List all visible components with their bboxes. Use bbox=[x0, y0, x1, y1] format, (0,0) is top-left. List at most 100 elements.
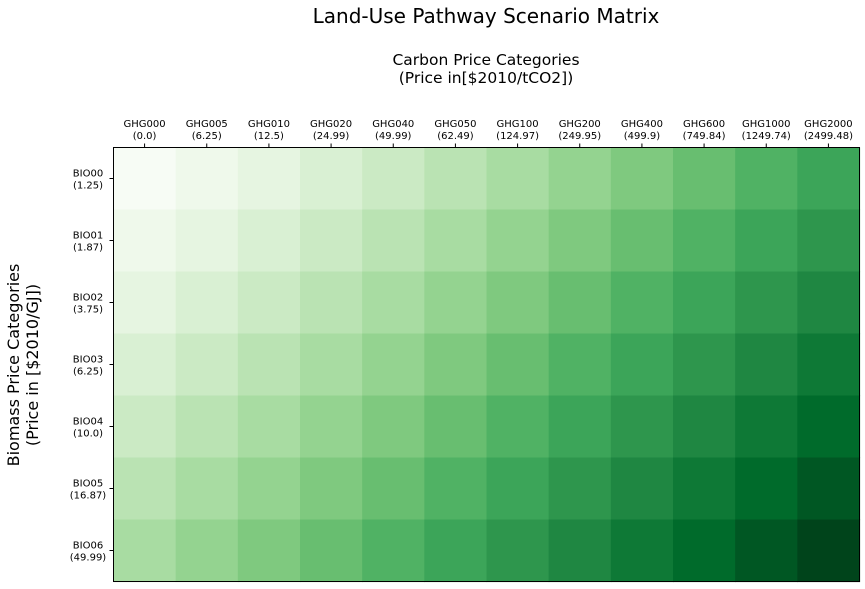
x-tick-label-name: GHG050 bbox=[434, 119, 476, 130]
x-tick-label-value: (12.5) bbox=[254, 131, 284, 142]
heatmap-cell-BIO05-GHG400 bbox=[610, 457, 674, 521]
x-tick-label-name: GHG040 bbox=[372, 119, 414, 130]
heatmap-cell-BIO04-GHG005 bbox=[175, 395, 239, 459]
x-tick-label-value: (24.99) bbox=[313, 131, 350, 142]
heatmap-cell-BIO05-GHG020 bbox=[300, 457, 363, 521]
x-tick-label-name: GHG010 bbox=[248, 119, 290, 130]
y-tick-label-value: (3.75) bbox=[73, 305, 103, 316]
heatmap-cell-BIO03-GHG000 bbox=[113, 333, 177, 397]
y-tick-label-value: (6.25) bbox=[73, 367, 103, 378]
x-tick-label-value: (2499.48) bbox=[804, 131, 853, 142]
heatmap-cell-BIO04-GHG1000 bbox=[735, 395, 798, 459]
heatmap-cell-BIO01-GHG2000 bbox=[797, 209, 861, 273]
y-axis-label-line1: Biomass Price Categories bbox=[4, 264, 23, 467]
x-axis-label-line2: (Price in[$2010/tCO2]) bbox=[399, 69, 574, 87]
heatmap-cell-BIO02-GHG010 bbox=[237, 271, 301, 335]
heatmap-cell-BIO00-GHG400 bbox=[610, 147, 674, 211]
heatmap-cell-BIO03-GHG400 bbox=[610, 333, 674, 397]
heatmap-cell-BIO03-GHG200 bbox=[548, 333, 612, 397]
heatmap-cell-BIO05-GHG2000 bbox=[797, 457, 861, 521]
heatmap-cell-BIO04-GHG200 bbox=[548, 395, 612, 459]
y-tick-label-name: BIO00 bbox=[73, 169, 103, 180]
x-axis-label-line1: Carbon Price Categories bbox=[392, 51, 579, 69]
heatmap-cell-BIO04-GHG010 bbox=[237, 395, 301, 459]
x-tick-label-value: (0.0) bbox=[133, 131, 157, 142]
heatmap-cell-BIO00-GHG040 bbox=[362, 147, 425, 211]
heatmap-cells bbox=[113, 147, 861, 583]
heatmap-cell-BIO03-GHG005 bbox=[175, 333, 239, 397]
heatmap-cell-BIO03-GHG010 bbox=[237, 333, 301, 397]
heatmap-cell-BIO02-GHG2000 bbox=[797, 271, 861, 335]
heatmap-cell-BIO01-GHG040 bbox=[362, 209, 425, 273]
heatmap-cell-BIO04-GHG020 bbox=[300, 395, 363, 459]
y-tick-label-name: BIO01 bbox=[73, 231, 103, 242]
heatmap-cell-BIO00-GHG050 bbox=[424, 147, 488, 211]
heatmap-cell-BIO01-GHG200 bbox=[548, 209, 612, 273]
x-tick-label-name: GHG020 bbox=[310, 119, 352, 130]
x-tick-label-name: GHG600 bbox=[683, 119, 725, 130]
heatmap-cell-BIO06-GHG000 bbox=[113, 519, 177, 583]
heatmap-cell-BIO03-GHG040 bbox=[362, 333, 425, 397]
heatmap-cell-BIO01-GHG400 bbox=[610, 209, 674, 273]
heatmap-cell-BIO04-GHG000 bbox=[113, 395, 177, 459]
heatmap-cell-BIO01-GHG050 bbox=[424, 209, 488, 273]
y-tick-labels: BIO00(1.25) BIO01(1.87) BIO02(3.75) BIO03(6… bbox=[70, 169, 114, 564]
heatmap-cell-BIO05-GHG050 bbox=[424, 457, 488, 521]
plot-frame bbox=[113, 147, 860, 582]
y-tick-label-value: (1.25) bbox=[73, 181, 103, 192]
heatmap-cell-BIO06-GHG010 bbox=[237, 519, 301, 583]
heatmap-cell-BIO04-GHG100 bbox=[486, 395, 550, 459]
heatmap-cell-BIO02-GHG020 bbox=[300, 271, 363, 335]
heatmap-cell-BIO00-GHG000 bbox=[113, 147, 177, 211]
heatmap-cell-BIO00-GHG010 bbox=[237, 147, 301, 211]
heatmap-cell-BIO05-GHG005 bbox=[175, 457, 239, 521]
heatmap-cell-BIO01-GHG000 bbox=[113, 209, 177, 273]
heatmap-cell-BIO01-GHG010 bbox=[237, 209, 301, 273]
heatmap-cell-BIO01-GHG005 bbox=[175, 209, 239, 273]
heatmap-cell-BIO04-GHG040 bbox=[362, 395, 425, 459]
x-tick-labels: GHG000(0.0) GHG005(6.25) GHG010(12.5) GHG02… bbox=[124, 119, 853, 148]
x-tick-label-value: (249.95) bbox=[558, 131, 601, 142]
heatmap-cell-BIO05-GHG1000 bbox=[735, 457, 798, 521]
heatmap-cell-BIO02-GHG200 bbox=[548, 271, 612, 335]
heatmap-cell-BIO06-GHG040 bbox=[362, 519, 425, 583]
x-tick-label-value: (749.84) bbox=[683, 131, 726, 142]
x-tick-label-name: GHG1000 bbox=[742, 119, 790, 130]
heatmap-cell-BIO06-GHG2000 bbox=[797, 519, 861, 583]
y-tick-label-name: BIO04 bbox=[73, 417, 103, 428]
heatmap-cell-BIO04-GHG2000 bbox=[797, 395, 861, 459]
x-tick-label-name: GHG005 bbox=[186, 119, 228, 130]
heatmap-cell-BIO02-GHG400 bbox=[610, 271, 674, 335]
heatmap-cell-BIO00-GHG005 bbox=[175, 147, 239, 211]
heatmap-cell-BIO04-GHG600 bbox=[673, 395, 736, 459]
y-tick-label-value: (10.0) bbox=[73, 429, 103, 440]
heatmap-cell-BIO06-GHG200 bbox=[548, 519, 612, 583]
heatmap-cell-BIO06-GHG100 bbox=[486, 519, 550, 583]
y-tick-label-name: BIO03 bbox=[73, 355, 103, 366]
heatmap-cell-BIO03-GHG020 bbox=[300, 333, 363, 397]
heatmap-cell-BIO02-GHG1000 bbox=[735, 271, 798, 335]
heatmap-cell-BIO02-GHG000 bbox=[113, 271, 177, 335]
x-tick-label-value: (1249.74) bbox=[742, 131, 791, 142]
x-tick-label-name: GHG2000 bbox=[804, 119, 852, 130]
heatmap-cell-BIO04-GHG050 bbox=[424, 395, 488, 459]
heatmap-cell-BIO02-GHG005 bbox=[175, 271, 239, 335]
heatmap-cell-BIO05-GHG040 bbox=[362, 457, 425, 521]
y-tick-label-name: BIO06 bbox=[73, 541, 103, 552]
heatmap-cell-BIO00-GHG200 bbox=[548, 147, 612, 211]
heatmap-cell-BIO01-GHG100 bbox=[486, 209, 550, 273]
y-tick-label-name: BIO05 bbox=[73, 479, 103, 490]
heatmap-cell-BIO00-GHG100 bbox=[486, 147, 550, 211]
y-tick-label-value: (49.99) bbox=[70, 553, 107, 564]
y-tick-label-value: (16.87) bbox=[70, 491, 107, 502]
heatmap-cell-BIO06-GHG005 bbox=[175, 519, 239, 583]
heatmap-cell-BIO03-GHG100 bbox=[486, 333, 550, 397]
heatmap-cell-BIO01-GHG600 bbox=[673, 209, 736, 273]
x-tick-label-name: GHG400 bbox=[621, 119, 663, 130]
heatmap-cell-BIO06-GHG020 bbox=[300, 519, 363, 583]
heatmap-cell-BIO00-GHG600 bbox=[673, 147, 736, 211]
heatmap-cell-BIO01-GHG1000 bbox=[735, 209, 798, 273]
y-tick-label-value: (1.87) bbox=[73, 243, 103, 254]
heatmap-cell-BIO03-GHG1000 bbox=[735, 333, 798, 397]
heatmap-cell-BIO00-GHG1000 bbox=[735, 147, 798, 211]
